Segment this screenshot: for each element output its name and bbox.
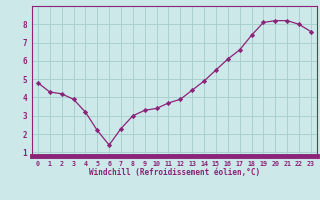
X-axis label: Windchill (Refroidissement éolien,°C): Windchill (Refroidissement éolien,°C) — [89, 168, 260, 177]
